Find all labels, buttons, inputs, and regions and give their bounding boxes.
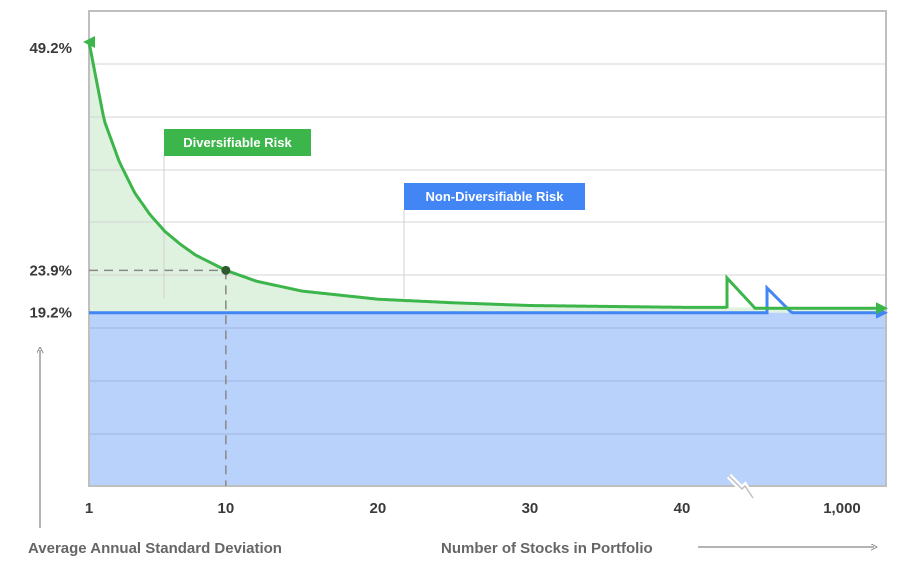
- non-diversifiable-risk-area: [89, 312, 886, 486]
- diversifiable-risk-area: [89, 42, 886, 313]
- y-axis-title: Average Annual Standard Deviation: [28, 540, 282, 557]
- axis-break-mark: [728, 475, 754, 499]
- diversifiable-risk-label-box: [164, 129, 311, 156]
- y-tick-label: 49.2%: [29, 40, 72, 57]
- non-diversifiable-risk-label: Non-Diversifiable Risk: [426, 189, 565, 204]
- non-diversifiable-risk-label-box: [404, 183, 585, 210]
- x-tick-label: 20: [370, 500, 387, 517]
- x-tick-label: 1,000: [823, 500, 861, 517]
- diversifiable-risk-line: [84, 36, 888, 315]
- y-tick-label: 23.9%: [29, 262, 72, 279]
- diversifiable-risk-label: Diversifiable Risk: [183, 135, 292, 150]
- y-tick-label: 19.2%: [29, 305, 72, 322]
- x-tick-label: 10: [218, 500, 235, 517]
- x-axis-title: Number of Stocks in Portfolio: [441, 540, 653, 557]
- x-tick-label: 40: [674, 500, 691, 517]
- x-tick-label: 1: [85, 500, 93, 517]
- x-tick-label: 30: [522, 500, 539, 517]
- highlight-point: [221, 265, 231, 275]
